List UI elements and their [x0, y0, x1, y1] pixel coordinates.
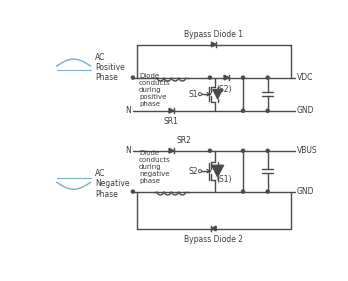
Circle shape [242, 149, 245, 152]
Circle shape [198, 93, 201, 96]
Text: S2: S2 [188, 167, 198, 176]
Text: GND: GND [297, 187, 315, 196]
Polygon shape [213, 90, 222, 99]
Text: AC
Positive
Phase: AC Positive Phase [95, 53, 125, 83]
Circle shape [132, 190, 134, 193]
Text: AC
Negative
Phase: AC Negative Phase [95, 169, 130, 199]
Polygon shape [212, 166, 223, 177]
Polygon shape [224, 75, 229, 80]
Text: VDC: VDC [297, 73, 313, 82]
Text: S1: S1 [188, 90, 198, 99]
Text: Bypass Diode 2: Bypass Diode 2 [184, 235, 243, 244]
Circle shape [266, 149, 269, 152]
Circle shape [242, 76, 245, 79]
Text: Diode
conducts
during
positive
phase: Diode conducts during positive phase [139, 73, 171, 107]
Circle shape [266, 76, 269, 79]
Circle shape [198, 170, 201, 173]
Circle shape [208, 149, 212, 152]
Circle shape [266, 190, 269, 193]
Text: N: N [125, 146, 130, 155]
Circle shape [266, 109, 269, 112]
Polygon shape [169, 108, 174, 113]
Text: Bypass Diode 1: Bypass Diode 1 [184, 30, 243, 39]
Circle shape [242, 190, 245, 193]
Text: Diode
conducts
during
negative
phase: Diode conducts during negative phase [139, 150, 171, 184]
Text: SR2: SR2 [176, 136, 191, 145]
Polygon shape [212, 226, 216, 231]
Polygon shape [212, 42, 216, 47]
Circle shape [132, 76, 134, 79]
Text: (S2): (S2) [216, 85, 231, 94]
Circle shape [242, 109, 245, 112]
Text: (S1): (S1) [216, 175, 231, 184]
Text: VBUS: VBUS [297, 146, 318, 155]
Text: SR1: SR1 [164, 117, 179, 126]
Circle shape [208, 76, 212, 79]
Text: N: N [125, 106, 130, 115]
Polygon shape [169, 148, 174, 153]
Text: GND: GND [297, 106, 315, 115]
